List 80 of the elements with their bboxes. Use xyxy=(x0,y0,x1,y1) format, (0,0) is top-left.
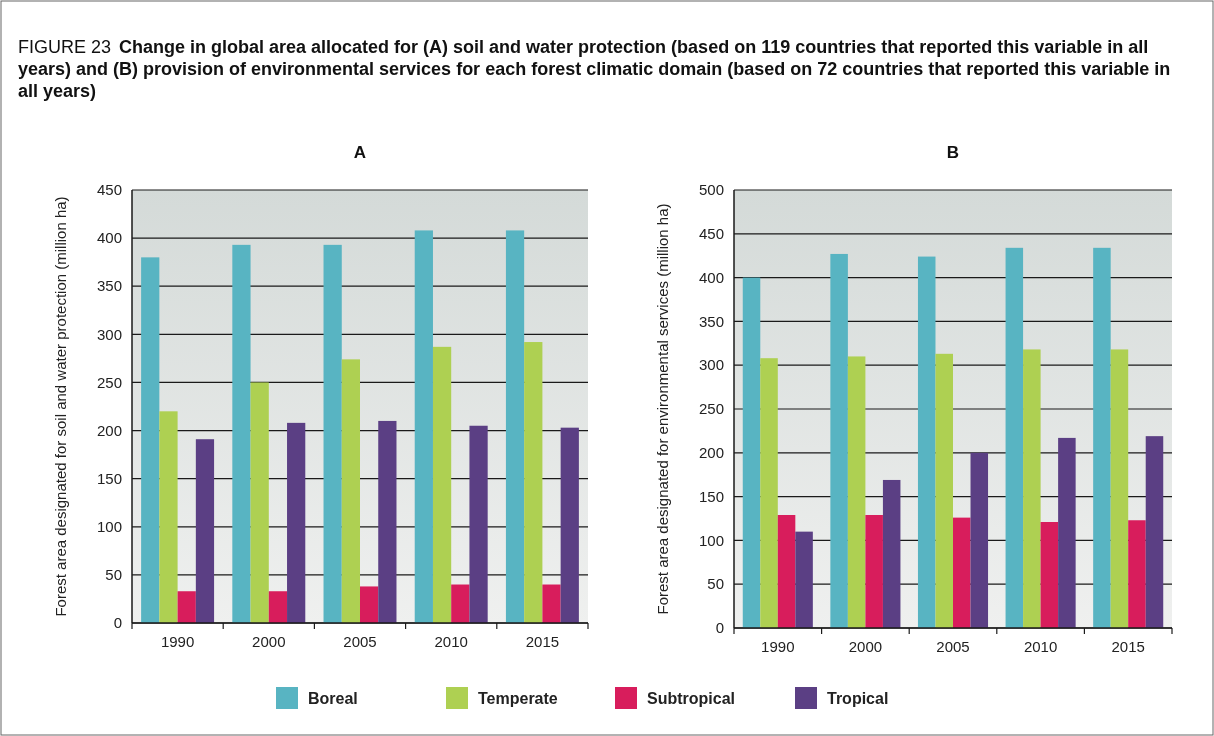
y-tick-label: 0 xyxy=(715,619,724,637)
legend-label: Tropical xyxy=(827,689,889,707)
bar xyxy=(378,420,397,623)
x-tick-label: 2015 xyxy=(1111,638,1145,655)
bar xyxy=(882,479,901,628)
y-tick-label: 50 xyxy=(707,575,724,593)
legend-label: Temperate xyxy=(478,689,558,707)
bar xyxy=(830,253,848,628)
bar xyxy=(414,230,433,623)
caption: FIGURE 23 Change in global area allocated for (A) soil and water protection (based on 119 countries that reported this variable in all years) and (B) provision of environmental services for each forest climatic domain (based on 72 countries that reported this variable in all years) xyxy=(18,37,1171,101)
bar xyxy=(1128,520,1146,628)
bar xyxy=(1145,436,1164,628)
legend-label: Subtropical xyxy=(647,689,736,707)
bar xyxy=(451,584,470,623)
bar xyxy=(360,586,379,623)
y-tick-label: 500 xyxy=(698,181,724,199)
bar xyxy=(432,346,452,623)
bar xyxy=(742,277,761,628)
bar xyxy=(1093,247,1111,628)
bar xyxy=(917,256,936,628)
bar xyxy=(232,244,251,623)
bar xyxy=(250,382,269,623)
y-tick-label: 450 xyxy=(96,181,122,199)
bar xyxy=(1110,349,1129,628)
bar xyxy=(970,452,989,628)
y-tick-label: 50 xyxy=(105,566,122,584)
chart-title: A xyxy=(353,143,367,162)
bar xyxy=(195,439,215,623)
y-tick-label: 0 xyxy=(113,614,122,632)
bar xyxy=(865,515,883,628)
legend-label: Boreal xyxy=(308,689,358,707)
y-tick-label: 400 xyxy=(96,229,122,247)
x-tick-label: 2015 xyxy=(525,633,560,650)
bar xyxy=(760,358,778,628)
y-tick-label: 200 xyxy=(96,421,122,439)
x-tick-label: 2005 xyxy=(343,633,377,650)
y-axis-title: Forest area designated for environmental services (million ha) xyxy=(654,203,671,615)
x-tick-label: 2000 xyxy=(252,633,286,650)
bar xyxy=(777,515,796,628)
x-tick-label: 2000 xyxy=(848,638,883,655)
chart-title: B xyxy=(946,143,960,162)
bar xyxy=(323,244,342,623)
bar xyxy=(505,230,525,623)
bar xyxy=(159,411,178,623)
x-tick-label: 1990 xyxy=(160,633,195,650)
bar xyxy=(935,353,953,628)
y-tick-label: 300 xyxy=(96,325,122,343)
y-tick-label: 200 xyxy=(698,444,724,462)
bar xyxy=(847,356,866,628)
bar xyxy=(953,517,971,628)
y-tick-label: 100 xyxy=(698,531,724,549)
y-tick-label: 150 xyxy=(96,469,122,487)
bar xyxy=(287,422,306,623)
y-tick-label: 450 xyxy=(698,225,724,243)
y-tick-label: 400 xyxy=(698,268,724,286)
bar xyxy=(1058,437,1076,628)
y-tick-label: 150 xyxy=(698,487,724,505)
bar xyxy=(560,427,579,623)
y-axis-title: Forest area designated for soil and water protection (million ha) xyxy=(52,196,69,617)
bar xyxy=(1023,349,1041,628)
x-tick-label: 1990 xyxy=(761,638,795,655)
y-tick-label: 100 xyxy=(96,518,122,536)
bar xyxy=(542,584,561,623)
bar xyxy=(1005,247,1024,628)
bar xyxy=(341,359,360,623)
bar xyxy=(795,531,813,628)
x-tick-label: 2005 xyxy=(936,638,970,655)
bar xyxy=(469,425,488,623)
y-tick-label: 350 xyxy=(698,312,724,330)
y-tick-label: 300 xyxy=(698,356,724,374)
bar xyxy=(177,591,196,623)
y-tick-label: 250 xyxy=(96,373,122,391)
bar xyxy=(1040,522,1059,628)
x-tick-label: 2010 xyxy=(1023,638,1058,655)
y-tick-label: 250 xyxy=(698,400,724,418)
bar xyxy=(268,591,288,623)
x-tick-label: 2010 xyxy=(434,633,468,650)
bar xyxy=(524,342,543,623)
y-tick-label: 350 xyxy=(96,277,122,295)
bar xyxy=(141,257,160,623)
